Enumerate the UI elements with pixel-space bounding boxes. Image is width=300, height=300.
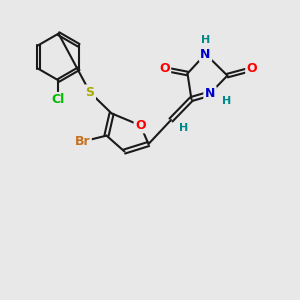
Text: H: H xyxy=(179,123,188,134)
Text: O: O xyxy=(159,62,170,76)
Text: Br: Br xyxy=(75,135,90,148)
Text: H: H xyxy=(201,34,210,45)
Text: N: N xyxy=(205,87,215,100)
Text: S: S xyxy=(85,86,94,99)
Text: H: H xyxy=(222,96,231,106)
Text: O: O xyxy=(247,62,257,76)
Text: Cl: Cl xyxy=(52,93,65,106)
Text: N: N xyxy=(200,47,211,61)
Text: O: O xyxy=(135,119,146,132)
